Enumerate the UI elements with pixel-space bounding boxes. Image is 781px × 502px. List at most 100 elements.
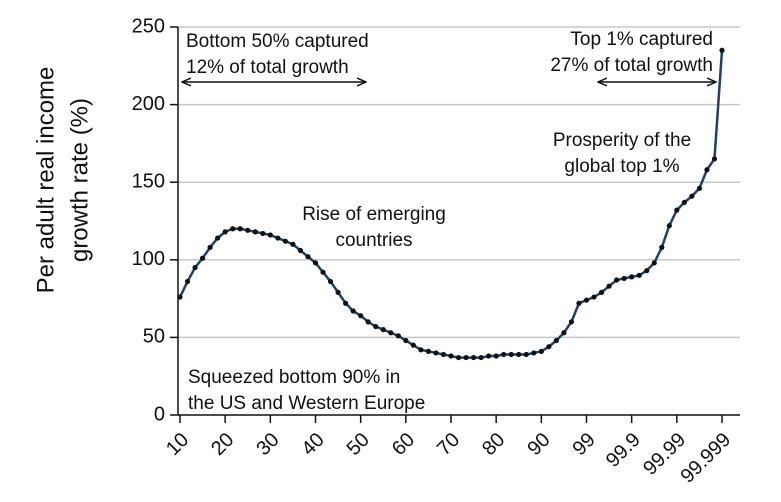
annotation: Rise of emerging	[302, 204, 446, 225]
data-point	[177, 294, 183, 300]
x-tick-label: 99.999	[676, 429, 735, 488]
data-point	[516, 351, 522, 358]
data-line	[178, 50, 724, 359]
data-point	[343, 300, 349, 306]
data-point	[696, 185, 703, 192]
y-axis-label: Per adult real income	[32, 67, 59, 294]
data-point	[583, 297, 590, 303]
data-point	[568, 319, 575, 325]
x-tick-label: 99.9	[602, 429, 645, 472]
data-point	[335, 289, 341, 295]
data-point	[598, 289, 605, 295]
data-point	[410, 342, 416, 348]
data-point	[267, 232, 273, 238]
data-point	[553, 337, 559, 344]
data-point	[493, 353, 499, 359]
data-point	[538, 348, 544, 354]
y-tick-label: 250	[132, 15, 165, 37]
y-tick-label: 50	[143, 326, 165, 348]
annotation: Bottom 50% captured	[186, 31, 369, 52]
data-point	[681, 199, 687, 205]
x-tick-label: 90	[523, 429, 554, 460]
x-tick-label: 70	[433, 429, 464, 460]
data-point	[260, 230, 266, 237]
data-point	[659, 244, 665, 250]
data-point	[666, 223, 672, 229]
data-point	[297, 247, 304, 254]
data-point	[636, 272, 642, 278]
data-point	[440, 351, 447, 358]
data-point	[199, 255, 206, 261]
data-point	[621, 275, 627, 282]
data-point	[290, 241, 296, 247]
annotation: Squeezed bottom 90% in	[188, 367, 400, 388]
data-point	[230, 226, 236, 232]
data-point	[222, 229, 228, 235]
data-point	[629, 274, 635, 280]
data-point	[380, 327, 386, 333]
data-point	[184, 278, 191, 285]
annotation: 27% of total growth	[550, 55, 713, 76]
data-point	[373, 323, 379, 330]
data-point	[463, 354, 469, 361]
data-point	[651, 260, 657, 266]
data-point	[644, 268, 650, 274]
data-point	[358, 313, 364, 319]
data-point	[245, 227, 251, 233]
x-tick-label: 60	[388, 429, 419, 460]
data-point	[711, 156, 718, 162]
data-point	[523, 351, 529, 358]
data-point	[448, 353, 454, 359]
annotation: the US and Western Europe	[188, 393, 425, 414]
data-point	[395, 333, 401, 339]
data-point	[215, 235, 221, 241]
data-point	[282, 238, 288, 244]
data-point	[591, 294, 597, 300]
annotation: countries	[335, 230, 412, 251]
y-tick-label: 0	[154, 403, 165, 425]
annotation: Top 1% captured	[570, 29, 713, 50]
data-point	[305, 254, 311, 260]
data-point	[320, 269, 326, 275]
data-point	[470, 354, 477, 361]
data-point	[252, 229, 258, 235]
y-tick-label: 150	[132, 170, 165, 192]
x-tick-label: 10	[162, 429, 193, 460]
data-point	[689, 193, 695, 199]
data-point	[606, 283, 612, 289]
x-tick-label: 50	[343, 429, 374, 460]
data-point	[561, 330, 567, 336]
data-point	[403, 337, 409, 344]
y-axis-label: growth rate (%)	[66, 98, 93, 262]
annotation: 12% of total growth	[186, 57, 349, 78]
data-point	[327, 278, 334, 285]
data-point	[501, 351, 507, 358]
annotation: Prosperity of the	[553, 130, 691, 151]
data-point	[312, 260, 319, 266]
data-point	[614, 277, 620, 283]
data-point	[237, 226, 243, 232]
x-tick-label: 30	[252, 429, 283, 460]
y-tick-label: 100	[132, 248, 165, 270]
x-tick-label: 99	[568, 429, 599, 460]
data-point	[478, 354, 484, 361]
data-point	[388, 330, 394, 336]
data-point	[576, 300, 582, 306]
data-point	[486, 353, 492, 359]
data-point	[531, 350, 537, 356]
data-point	[455, 354, 462, 361]
data-point	[704, 167, 710, 173]
data-point	[425, 348, 432, 354]
x-tick-label: 20	[207, 429, 238, 460]
y-tick-label: 200	[132, 93, 165, 115]
data-point	[418, 347, 424, 353]
data-point	[365, 319, 371, 325]
data-point	[546, 344, 552, 350]
x-tick-label: 40	[297, 429, 328, 460]
data-point	[719, 47, 725, 53]
data-point	[674, 207, 680, 213]
data-point	[192, 264, 198, 271]
annotation: global top 1%	[564, 156, 679, 177]
data-point	[350, 308, 356, 314]
